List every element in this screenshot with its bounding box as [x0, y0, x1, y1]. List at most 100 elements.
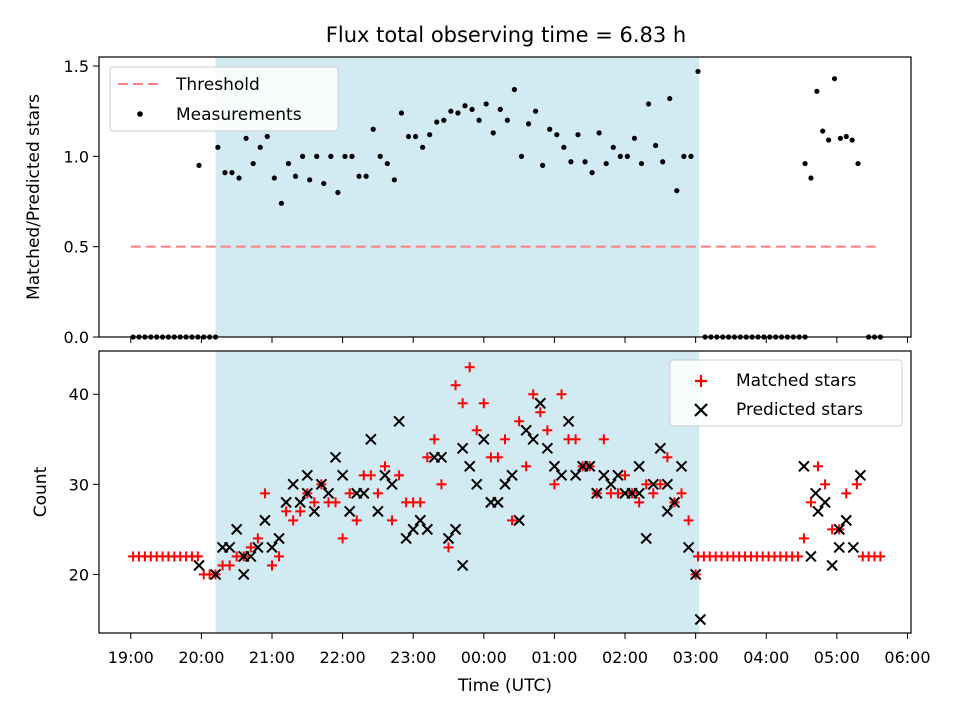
- marker-stroke: [819, 496, 831, 509]
- matched-star-marker: [394, 470, 405, 481]
- measurement-point: [342, 153, 348, 159]
- predicted-star-marker: [238, 568, 250, 581]
- predicted-star-marker: [675, 460, 688, 473]
- measurement-point: [504, 117, 510, 123]
- predicted-star-marker: [854, 469, 867, 482]
- marker-stroke: [386, 478, 398, 491]
- measurement-point: [257, 144, 263, 150]
- marker-stroke: [414, 514, 426, 527]
- predicted-star-marker: [541, 442, 554, 455]
- predicted-star-marker: [301, 487, 314, 500]
- measurement-point: [596, 130, 602, 136]
- matched-star-marker: [514, 416, 525, 427]
- predicted-star-marker: [492, 496, 504, 509]
- marker-stroke: [591, 487, 603, 500]
- x-tick-label: 04:00: [743, 648, 789, 667]
- predicted-star-marker: [694, 613, 707, 626]
- marker-stroke: [492, 496, 504, 509]
- predicted-star-marker: [400, 532, 412, 545]
- measurement-point: [314, 153, 320, 159]
- measurement-point: [561, 144, 567, 150]
- measurement-point: [631, 135, 638, 141]
- marker-stroke: [812, 505, 824, 518]
- top-axes-frame: [98, 56, 912, 338]
- matched-star-marker: [192, 551, 203, 562]
- matched-star-marker: [457, 398, 468, 409]
- measurement-point: [688, 153, 694, 159]
- predicted-star-marker: [294, 496, 306, 509]
- y-tick-label: 30: [69, 475, 89, 494]
- predicted-stars-points: [193, 397, 867, 626]
- marker-stroke: [854, 469, 867, 482]
- matched-star-marker: [813, 461, 824, 472]
- x-tick-label: 19:00: [108, 648, 154, 667]
- predicted-star-marker: [471, 478, 483, 491]
- marker-stroke: [456, 559, 469, 572]
- measurement-point: [568, 159, 574, 165]
- measurements-legend-label: Measurements: [176, 105, 302, 125]
- marker-stroke: [694, 613, 707, 626]
- measurement-point: [427, 132, 433, 138]
- predicted-star-marker: [456, 559, 469, 572]
- predicted-star-marker: [654, 442, 667, 455]
- matched-star-marker: [415, 497, 426, 508]
- measurement-point: [222, 170, 228, 176]
- measurement-point: [814, 88, 820, 94]
- measurement-point: [695, 68, 701, 75]
- matched-star-marker: [288, 515, 299, 526]
- measurement-point: [624, 153, 630, 159]
- marker-stroke: [499, 478, 511, 491]
- matched-star-marker: [422, 452, 433, 463]
- top-chart-title: Flux total observing time = 6.83 h: [326, 23, 686, 47]
- matched-star-marker: [612, 488, 623, 499]
- marker-stroke: [400, 532, 412, 545]
- predicted-star-marker: [689, 568, 702, 581]
- marker-stroke: [605, 478, 617, 491]
- measurement-point: [469, 106, 475, 112]
- matched-star-marker: [641, 479, 652, 490]
- predicted-star-marker: [527, 433, 539, 446]
- predicted-star-marker: [336, 469, 349, 482]
- predicted-star-marker: [499, 478, 511, 491]
- predicted-star-marker: [372, 505, 384, 518]
- predicted-star-marker: [343, 505, 356, 518]
- measurement-point: [356, 173, 362, 179]
- matched-star-marker: [556, 389, 567, 400]
- marker-stroke: [449, 523, 462, 536]
- marker-stroke: [238, 568, 250, 581]
- predicted-star-marker: [513, 514, 525, 527]
- measurement-point: [660, 159, 666, 165]
- predicted-star-marker: [612, 469, 624, 482]
- predicted-star-marker: [833, 523, 845, 536]
- predicted-star-marker: [407, 523, 419, 536]
- marker-stroke: [393, 415, 405, 427]
- measurement-point: [490, 130, 496, 136]
- predicted-star-marker: [308, 505, 321, 518]
- x-tick-label: 03:00: [673, 648, 719, 667]
- predicted-star-marker: [668, 496, 681, 509]
- marker-stroke: [682, 541, 695, 554]
- predicted-star-marker: [379, 469, 391, 482]
- top-y-axis-label: Matched/Predicted stars: [24, 94, 44, 300]
- measurement-point: [638, 160, 645, 167]
- measurement-point: [243, 135, 249, 141]
- predicted-star-marker: [252, 541, 264, 554]
- bottom-legend-box: [669, 359, 903, 427]
- x-tick-label: 23:00: [390, 648, 436, 667]
- predicted-star-marker: [798, 460, 810, 473]
- matched-star-marker: [337, 533, 348, 544]
- matched-star-marker: [436, 479, 447, 490]
- predicted-star-marker: [193, 559, 205, 572]
- measurement-point: [497, 106, 503, 112]
- predicted-star-marker: [259, 514, 271, 527]
- predicted-stars-legend-label: Predicted stars: [736, 400, 863, 420]
- measurement-point: [236, 175, 242, 181]
- measurement-point: [525, 121, 532, 127]
- marker-stroke: [238, 550, 250, 563]
- y-tick-label: 0.5: [64, 238, 89, 257]
- matched-star-marker: [443, 542, 454, 553]
- predicted-star-marker: [414, 514, 426, 527]
- matched-star-marker: [450, 380, 461, 391]
- marker-stroke: [308, 505, 321, 518]
- predicted-star-marker: [826, 559, 838, 572]
